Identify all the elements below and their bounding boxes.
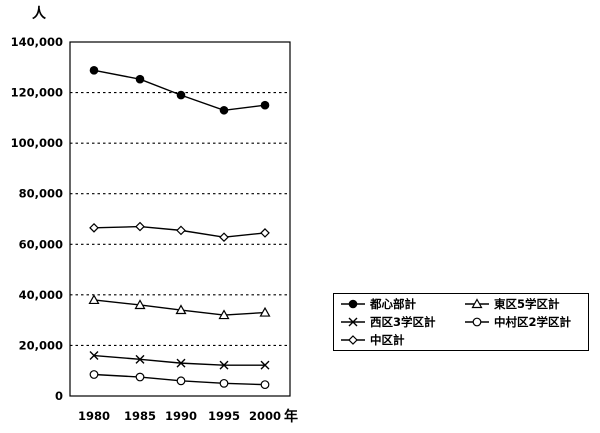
data-point — [219, 105, 229, 115]
data-point — [89, 223, 99, 233]
legend-marker-triangle — [465, 298, 489, 309]
data-point — [88, 294, 100, 305]
legend-item-series-0: 都心部計 — [340, 295, 416, 313]
y-tick-label: 120,000 — [11, 86, 63, 100]
series-0 — [89, 66, 270, 115]
data-point — [89, 66, 99, 75]
series-lines — [88, 66, 271, 390]
data-point — [348, 335, 358, 345]
data-point — [89, 351, 99, 361]
y-tick-label: 80,000 — [19, 187, 63, 201]
series-4 — [89, 221, 270, 243]
y-tick-label: 100,000 — [11, 136, 63, 150]
data-point — [135, 221, 145, 232]
x-axis-ticks: 1980 1985 1990 1995 2000 — [78, 409, 281, 423]
data-point — [218, 309, 230, 320]
data-point — [219, 232, 229, 243]
legend-marker-cross — [341, 317, 365, 327]
x-tick-label: 2000 — [249, 409, 281, 423]
y-tick-label: 20,000 — [19, 338, 63, 352]
y-tick-label: 60,000 — [19, 237, 63, 251]
data-point — [135, 74, 145, 84]
data-point — [260, 360, 270, 370]
data-point — [176, 90, 186, 100]
legend-label: 東区5学区計 — [494, 297, 560, 311]
data-point — [134, 299, 146, 310]
data-point — [260, 380, 270, 390]
legend-marker-filled-circle — [341, 299, 365, 309]
y-axis-ticks: 0 20,000 40,000 60,000 80,000 100,000 120,000 1… — [11, 35, 63, 403]
y-tick-label: 140,000 — [11, 35, 63, 49]
data-point — [89, 370, 99, 379]
legend-label: 西区3学区計 — [370, 315, 436, 329]
series-3 — [89, 370, 270, 390]
legend-label: 中村区2学区計 — [494, 315, 572, 329]
data-point — [348, 317, 358, 327]
series-2 — [89, 351, 270, 370]
x-tick-label: 1995 — [208, 409, 240, 423]
x-axis-unit-label: 年 — [284, 408, 298, 425]
legend-marker-diamond — [341, 335, 365, 345]
legend-label: 中区計 — [370, 333, 405, 347]
x-tick-label: 1985 — [124, 409, 156, 423]
data-point — [175, 304, 187, 315]
legend-item-series-3: 中村区2学区計 — [464, 313, 571, 331]
data-point — [471, 298, 483, 309]
chart-legend: 都心部計 東区5学区計 西区3学区計 中村区2学区計 中区計 — [333, 293, 589, 351]
data-point — [176, 225, 186, 236]
plot-area — [69, 41, 291, 397]
series-1 — [88, 294, 271, 320]
data-point — [219, 360, 229, 370]
data-point — [259, 306, 271, 317]
data-point — [176, 358, 186, 368]
x-tick-label: 1990 — [165, 409, 197, 423]
data-point — [135, 372, 145, 382]
series-line — [93, 69, 266, 111]
data-point — [260, 228, 270, 238]
data-point — [176, 376, 186, 386]
legend-item-series-1: 東区5学区計 — [464, 295, 560, 313]
y-tick-label: 40,000 — [19, 288, 63, 302]
legend-item-series-4: 中区計 — [340, 331, 405, 349]
data-point — [472, 317, 482, 327]
y-axis-unit-label: 人 — [32, 5, 47, 22]
legend-marker-open-circle — [465, 317, 489, 327]
data-point — [219, 378, 229, 388]
data-point — [260, 100, 270, 110]
legend-item-series-2: 西区3学区計 — [340, 313, 436, 331]
data-point — [348, 299, 358, 309]
legend-label: 都心部計 — [370, 297, 416, 311]
x-tick-label: 1980 — [78, 409, 110, 423]
y-tick-label: 0 — [55, 389, 63, 403]
data-point — [135, 354, 145, 364]
